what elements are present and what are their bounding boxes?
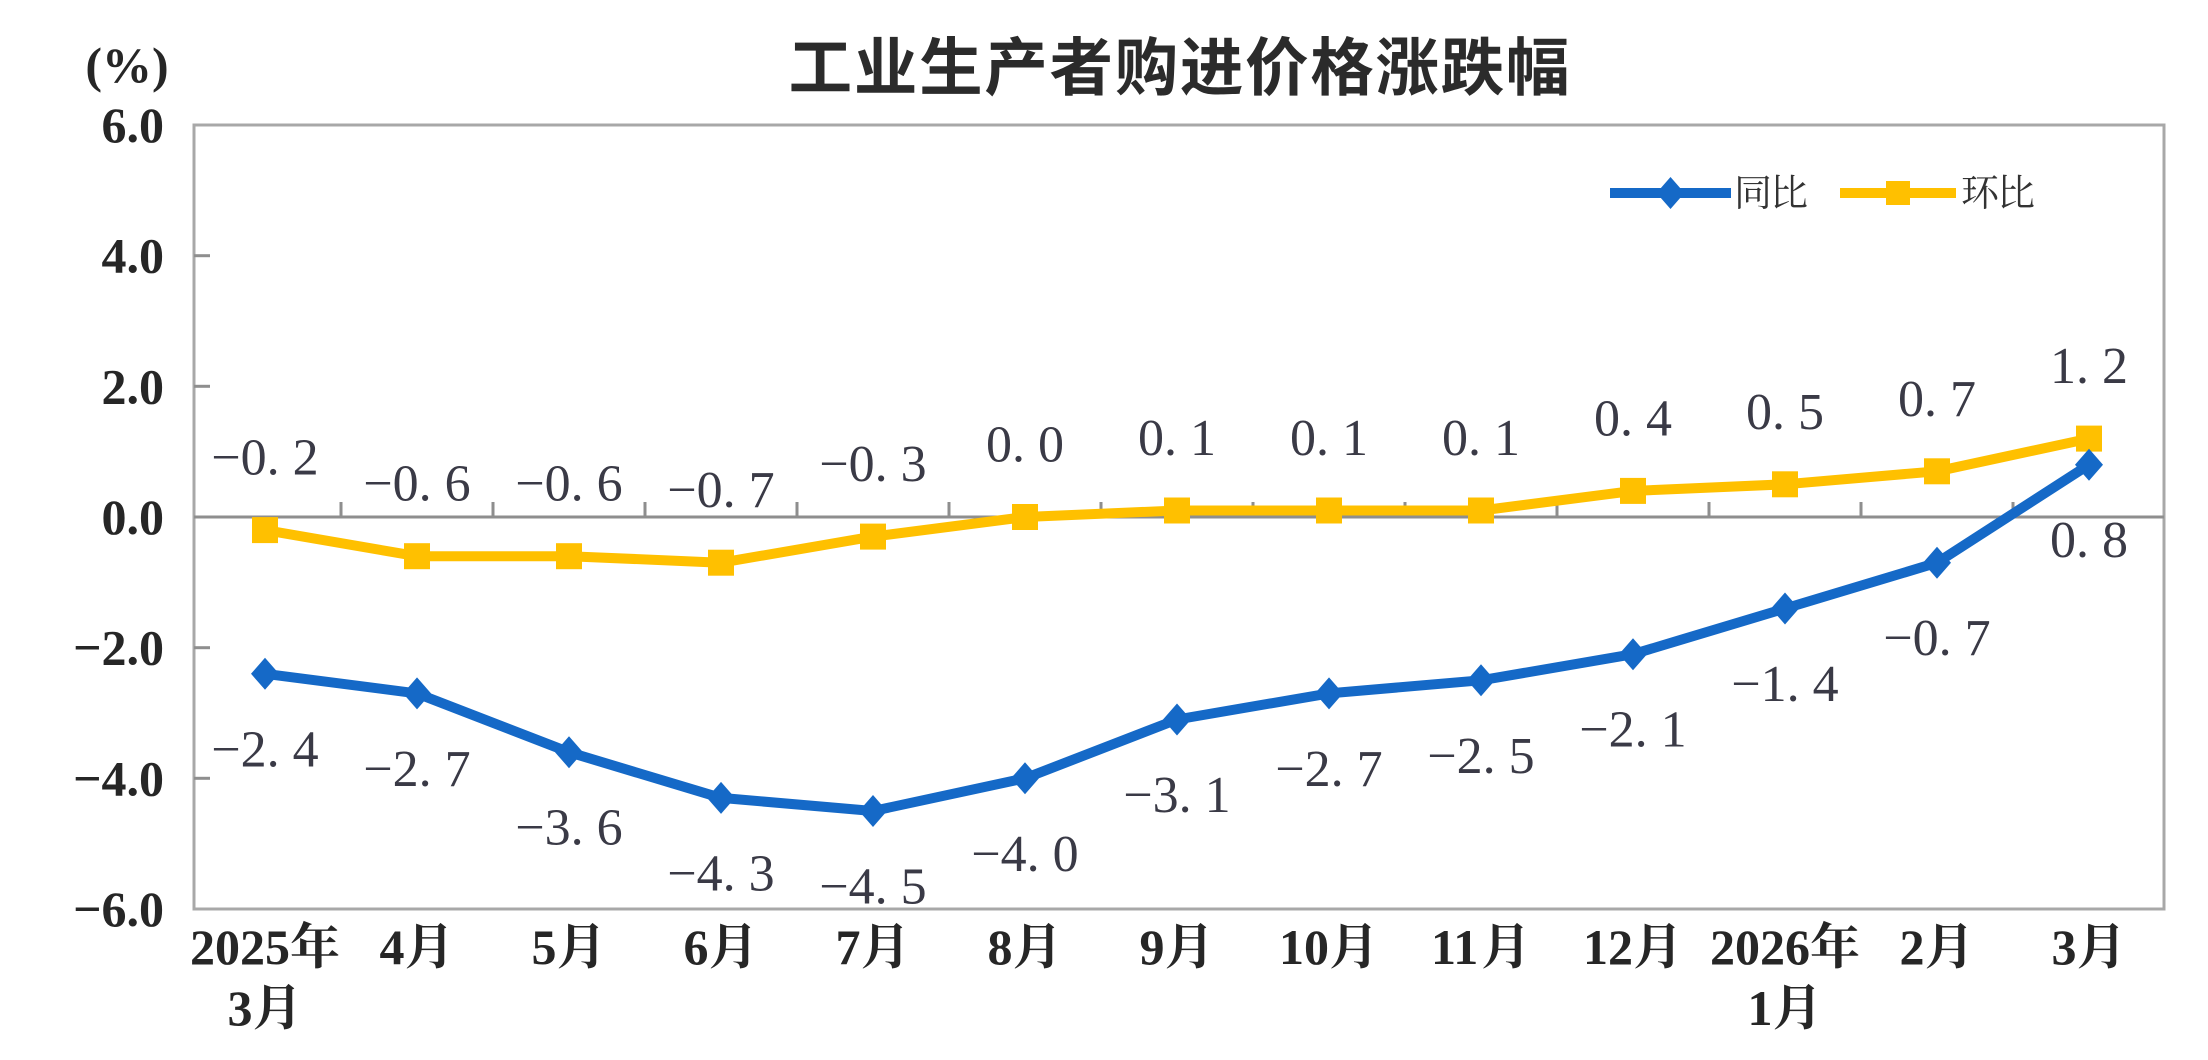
svg-text:(%): (%) bbox=[85, 37, 168, 93]
svg-text:0. 4: 0. 4 bbox=[1594, 390, 1672, 447]
svg-text:10: 10 bbox=[1279, 919, 1329, 975]
svg-text:0. 5: 0. 5 bbox=[1746, 384, 1824, 441]
svg-text:0. 8: 0. 8 bbox=[2050, 512, 2128, 569]
svg-text:−0. 7: −0. 7 bbox=[1883, 610, 1990, 667]
svg-text:6.0: 6.0 bbox=[102, 97, 165, 153]
svg-text:11: 11 bbox=[1431, 919, 1478, 975]
svg-text:−0. 7: −0. 7 bbox=[667, 462, 774, 519]
svg-text:−2. 7: −2. 7 bbox=[363, 741, 470, 798]
svg-text:12: 12 bbox=[1583, 919, 1633, 975]
svg-text:0. 1: 0. 1 bbox=[1138, 410, 1216, 467]
svg-text:−4.0: −4.0 bbox=[73, 750, 164, 806]
svg-text:0. 1: 0. 1 bbox=[1442, 410, 1520, 467]
svg-text:−3. 1: −3. 1 bbox=[1123, 767, 1230, 824]
svg-text:−0. 6: −0. 6 bbox=[515, 456, 622, 513]
svg-text:3: 3 bbox=[2052, 919, 2077, 975]
svg-text:2025: 2025 bbox=[190, 919, 290, 975]
svg-text:−0. 3: −0. 3 bbox=[819, 436, 926, 493]
svg-text:2.0: 2.0 bbox=[102, 358, 165, 414]
svg-text:−2. 5: −2. 5 bbox=[1427, 728, 1534, 785]
svg-text:−4. 3: −4. 3 bbox=[667, 845, 774, 902]
svg-text:0.0: 0.0 bbox=[102, 489, 165, 545]
svg-text:−4. 5: −4. 5 bbox=[819, 859, 926, 916]
svg-text:−2. 1: −2. 1 bbox=[1579, 702, 1686, 759]
svg-text:9: 9 bbox=[1140, 919, 1165, 975]
svg-text:4.0: 4.0 bbox=[102, 228, 165, 284]
svg-text:−4. 0: −4. 0 bbox=[971, 826, 1078, 883]
svg-text:−0. 6: −0. 6 bbox=[363, 456, 470, 513]
svg-text:2026: 2026 bbox=[1710, 919, 1810, 975]
svg-text:0. 0: 0. 0 bbox=[986, 417, 1064, 474]
svg-text:8: 8 bbox=[988, 919, 1013, 975]
svg-text:−0. 2: −0. 2 bbox=[211, 430, 318, 487]
svg-text:0. 1: 0. 1 bbox=[1290, 410, 1368, 467]
svg-text:5: 5 bbox=[532, 919, 557, 975]
svg-text:−2.0: −2.0 bbox=[73, 620, 164, 676]
svg-text:3: 3 bbox=[228, 980, 253, 1036]
svg-text:1. 2: 1. 2 bbox=[2050, 338, 2128, 395]
svg-text:6: 6 bbox=[684, 919, 709, 975]
svg-text:7: 7 bbox=[836, 919, 861, 975]
svg-text:−3. 6: −3. 6 bbox=[515, 800, 622, 857]
svg-text:−2. 7: −2. 7 bbox=[1275, 741, 1382, 798]
svg-text:−6.0: −6.0 bbox=[73, 881, 164, 937]
svg-text:2: 2 bbox=[1900, 919, 1925, 975]
svg-text:0. 7: 0. 7 bbox=[1898, 371, 1976, 428]
svg-text:1: 1 bbox=[1748, 980, 1773, 1036]
svg-text:−1. 4: −1. 4 bbox=[1731, 656, 1838, 713]
svg-text:−2. 4: −2. 4 bbox=[211, 721, 318, 778]
svg-text:4: 4 bbox=[380, 919, 405, 975]
